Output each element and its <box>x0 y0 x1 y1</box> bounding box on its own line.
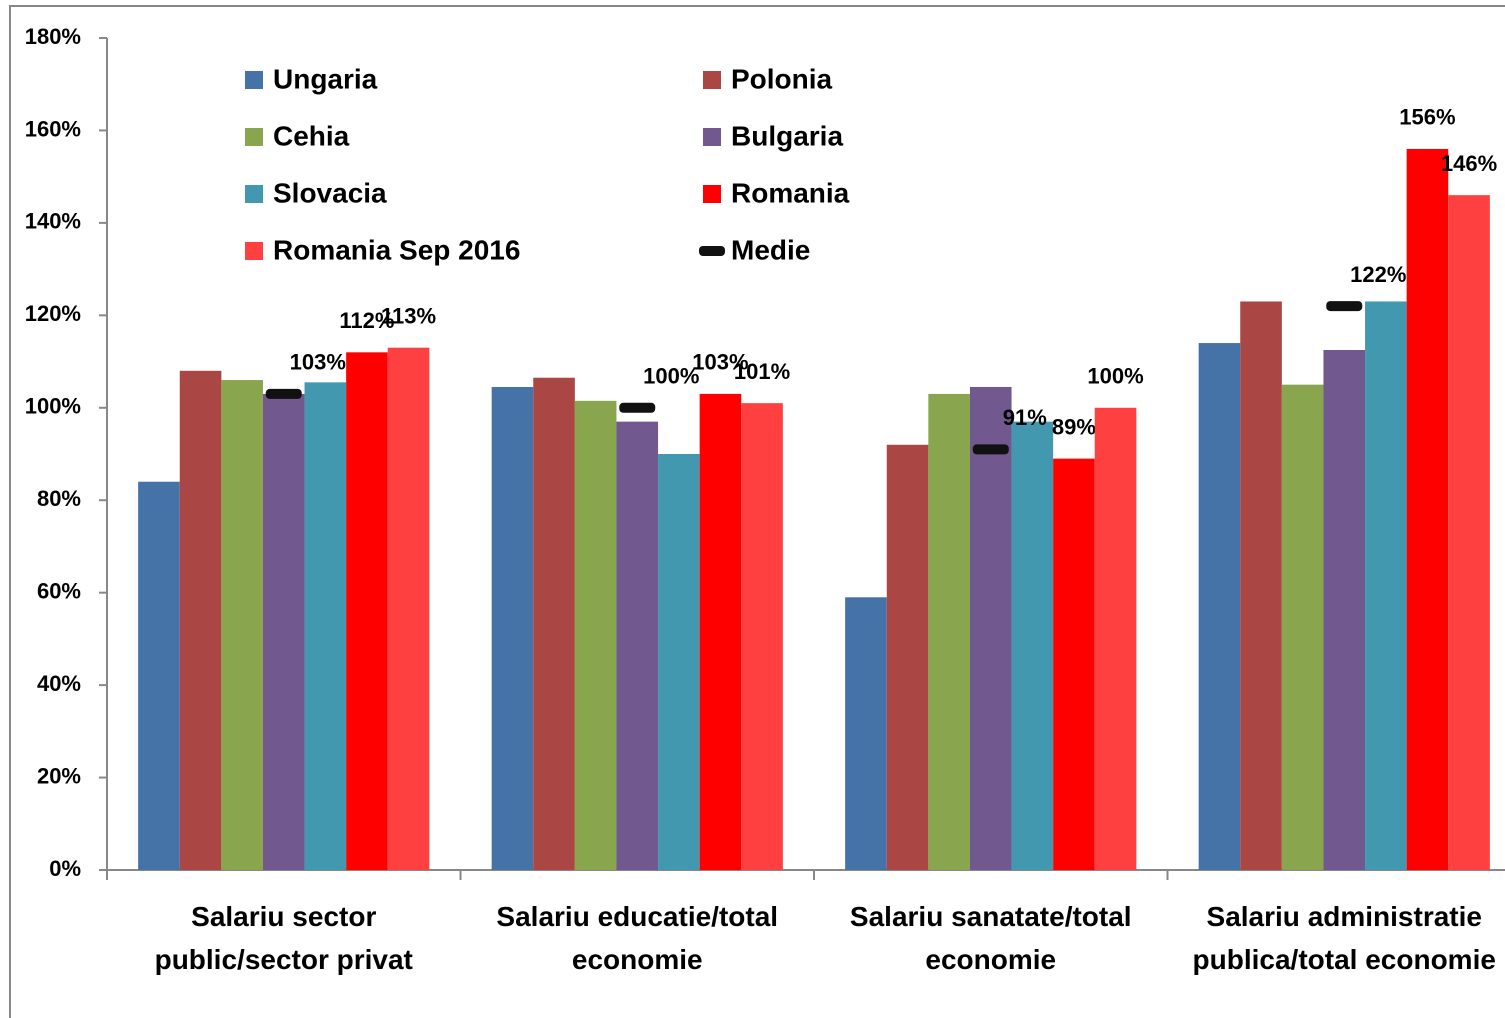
bar <box>1406 148 1449 870</box>
data-label: 156% <box>1399 105 1455 130</box>
bar <box>179 370 222 870</box>
bar <box>658 454 700 870</box>
data-label: 89% <box>1052 414 1096 439</box>
bar <box>533 377 575 870</box>
legend-label: Romania Sep 2016 <box>273 234 520 265</box>
legend-label: Medie <box>731 234 810 265</box>
legend-label: Bulgaria <box>731 120 843 151</box>
bar <box>262 393 305 870</box>
bar <box>138 481 180 870</box>
legend-swatch <box>703 128 721 146</box>
data-label: 100% <box>1087 364 1143 389</box>
bar <box>221 380 263 870</box>
bar <box>304 382 347 870</box>
bar <box>1281 384 1324 870</box>
bar <box>1448 195 1490 871</box>
x-tick-label: Salariu educatie/total economie <box>496 901 779 975</box>
y-tick-label: 20% <box>37 763 81 788</box>
data-label: 101% <box>734 359 790 384</box>
bar <box>574 400 617 870</box>
legend-label: Ungaria <box>273 63 378 94</box>
bar <box>1240 301 1282 870</box>
data-label: 146% <box>1441 151 1497 176</box>
data-label: 112% <box>339 308 394 333</box>
y-tick-label: 120% <box>25 301 81 326</box>
legend-swatch <box>703 185 721 203</box>
bar <box>845 597 887 870</box>
y-tick-label: 160% <box>25 116 81 141</box>
legend-swatch <box>245 185 263 203</box>
bar <box>346 352 388 870</box>
average-marker <box>265 388 302 399</box>
bar <box>616 421 659 870</box>
average-marker <box>972 444 1009 455</box>
legend-label: Polonia <box>731 63 833 94</box>
bar <box>1011 421 1054 870</box>
bar <box>1053 458 1095 870</box>
bar <box>886 444 929 870</box>
legend-label: Romania <box>731 177 850 208</box>
y-tick-label: 80% <box>37 486 81 511</box>
data-label: 103% <box>290 350 346 375</box>
data-label: 91% <box>1003 405 1047 430</box>
data-label: 103% <box>692 350 748 375</box>
y-tick-label: 100% <box>25 394 81 419</box>
x-tick-label: Salariu administratie publica/total econ… <box>1192 901 1496 975</box>
bar <box>699 393 742 870</box>
average-marker <box>1326 301 1363 312</box>
bar <box>1198 343 1241 871</box>
data-label: 122% <box>1350 262 1406 287</box>
y-tick-label: 40% <box>37 671 81 696</box>
y-tick-label: 140% <box>25 209 81 234</box>
y-tick-label: 60% <box>37 578 81 603</box>
y-tick-label: 180% <box>25 24 81 49</box>
legend-label: Cehia <box>273 120 350 151</box>
bar <box>491 386 534 870</box>
data-label: 113% <box>381 304 436 329</box>
legend-marker <box>699 246 725 256</box>
x-tick-label: Salariu sanatate/total economie <box>849 901 1132 975</box>
bar <box>928 393 970 870</box>
legend-swatch <box>245 242 263 260</box>
legend-label: Slovacia <box>273 177 387 208</box>
x-tick-label: Salariu sector public/sector privat <box>154 901 413 975</box>
legend-swatch <box>703 71 721 89</box>
bar <box>1323 350 1366 870</box>
bar <box>741 403 783 870</box>
bar <box>1365 301 1407 870</box>
average-marker <box>619 402 656 413</box>
chart-frame <box>9 5 1505 1018</box>
data-label: 100% <box>643 364 699 389</box>
legend-swatch <box>245 71 263 89</box>
bar <box>969 386 1012 870</box>
bar <box>387 347 430 870</box>
bar <box>1094 407 1137 870</box>
legend-swatch <box>245 128 263 146</box>
y-tick-label: 0% <box>49 856 81 881</box>
